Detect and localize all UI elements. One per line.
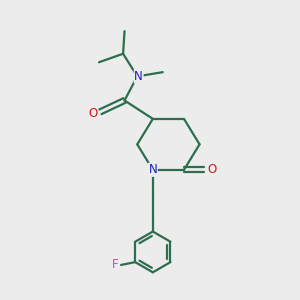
Text: O: O: [207, 163, 216, 176]
Text: N: N: [148, 163, 157, 176]
Text: N: N: [134, 70, 143, 83]
Text: O: O: [88, 107, 97, 120]
Text: F: F: [112, 258, 118, 272]
